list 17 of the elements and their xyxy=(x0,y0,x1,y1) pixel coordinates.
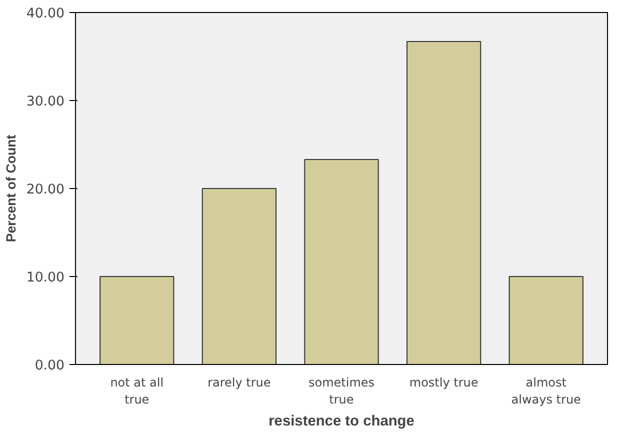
x-tick-label: mostly true xyxy=(409,376,478,390)
bar xyxy=(202,188,277,364)
bar xyxy=(100,276,174,364)
x-tick-label: not at all true xyxy=(110,376,164,406)
y-tick-label: 20.00 xyxy=(26,182,64,198)
y-tick-label: 0.00 xyxy=(34,358,65,374)
y-tick-label: 40.00 xyxy=(26,6,64,22)
y-axis-title: Percent of Count xyxy=(3,134,18,242)
bar xyxy=(508,276,584,364)
x-tick-label: rarely true xyxy=(208,376,271,390)
bar xyxy=(304,158,379,364)
x-tick-label: almost always true xyxy=(511,376,581,406)
y-tick-label: 30.00 xyxy=(26,94,64,110)
x-tick-label: sometimes true xyxy=(308,376,375,406)
x-axis-title: resistence to change xyxy=(268,413,414,430)
y-tick-label: 10.00 xyxy=(26,270,64,286)
bar xyxy=(406,41,482,364)
